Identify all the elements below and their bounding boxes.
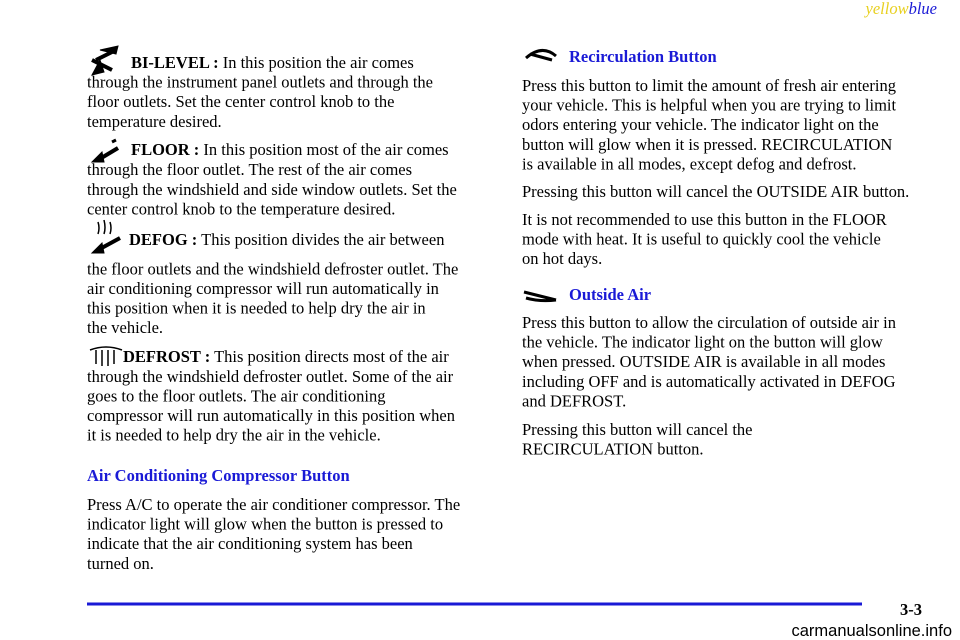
text-line: on hot days. [522,249,602,268]
text-line: when pressed. OUTSIDE AIR is available i… [522,352,885,371]
item-text: In this position most of the air comes [199,140,448,159]
text-line: Press this button to limit the amount of… [522,76,896,95]
text-line: through the instrument panel outlets and… [87,73,433,92]
text-line: temperature desired. [87,112,222,131]
text-line: this position when it is needed to help … [87,299,426,318]
item-text: In this position the air comes [219,53,414,72]
text-line: including OFF and is automatically activ… [522,372,896,391]
text-line: Press this button to allow the circulati… [522,313,896,332]
text-line: the vehicle. [87,318,163,337]
text-line: indicate that the air conditioning syste… [87,534,413,553]
note: Pressing this button will cancel the OUT… [522,182,909,201]
text-line: through the windshield defroster outlet.… [87,367,454,386]
item-label: FLOOR : [131,140,199,159]
item-label: BI-LEVEL : [131,53,219,72]
item-label: DEFROST : [123,347,210,366]
text-line: your vehicle. This is helpful when you a… [522,96,897,115]
text-line: button will glow when it is pressed. REC… [522,135,892,154]
text-line: mode with heat. It is useful to quickly … [522,230,881,249]
text-line: Press A/C to operate the air conditioner… [87,495,460,514]
text-line: air conditioning compressor will run aut… [87,279,439,298]
text-line: RECIRCULATION button. [522,440,704,459]
text-line: is available in all modes, except defog … [522,154,856,173]
page-number: 3-3 [900,600,922,619]
text-line: the floor outlets and the windshield def… [87,260,458,279]
section-heading: Air Conditioning Compressor Button [87,466,350,485]
text-line: Pressing this button will cancel the [522,420,753,439]
recirculation-icon [525,49,557,62]
section-heading: Outside Air [569,285,651,304]
text-line: odors entering your vehicle. The indicat… [522,115,879,134]
text-line: goes to the floor outlets. The air condi… [87,387,385,406]
item-first-line: DEFROST : This position directs most of … [123,347,449,366]
defrost-icon [89,346,123,366]
section-heading: Recirculation Button [569,47,717,66]
defog-icon [90,219,121,254]
outside-air-icon [523,290,557,303]
text-line: floor outlets. Set the center control kn… [87,92,394,111]
text-line: through the windshield and side window o… [87,180,457,199]
item-text: This position directs most of the air [210,347,449,366]
text-line: It is not recommended to use this button… [522,210,887,229]
item-label: DEFOG : [129,230,197,249]
item-text: This position divides the air between [197,230,444,249]
header-blue: blue [909,0,937,18]
text-line: through the floor outlet. The rest of th… [87,160,412,179]
bilevel-icon [91,45,119,76]
text-line: compressor will run automatically in thi… [87,406,455,425]
text-line: it is needed to help dry the air in the … [87,426,381,445]
header-yellow: yellow [864,0,909,18]
text-line: indicator light will glow when the butto… [87,515,443,534]
item-first-line: DEFOG : This position divides the air be… [129,230,444,249]
item-first-line: BI-LEVEL : In this position the air come… [131,53,414,72]
header: yellowblue [864,0,938,18]
text-line: turned on. [87,554,154,573]
watermark: carmanualsonline.info [791,622,952,640]
text-line: and DEFROST. [522,391,626,410]
floor-icon [90,138,120,163]
text-line: the vehicle. The indicator light on the … [522,333,883,352]
item-first-line: FLOOR : In this position most of the air… [131,140,449,159]
text-line: center control knob to the temperature d… [87,200,395,219]
